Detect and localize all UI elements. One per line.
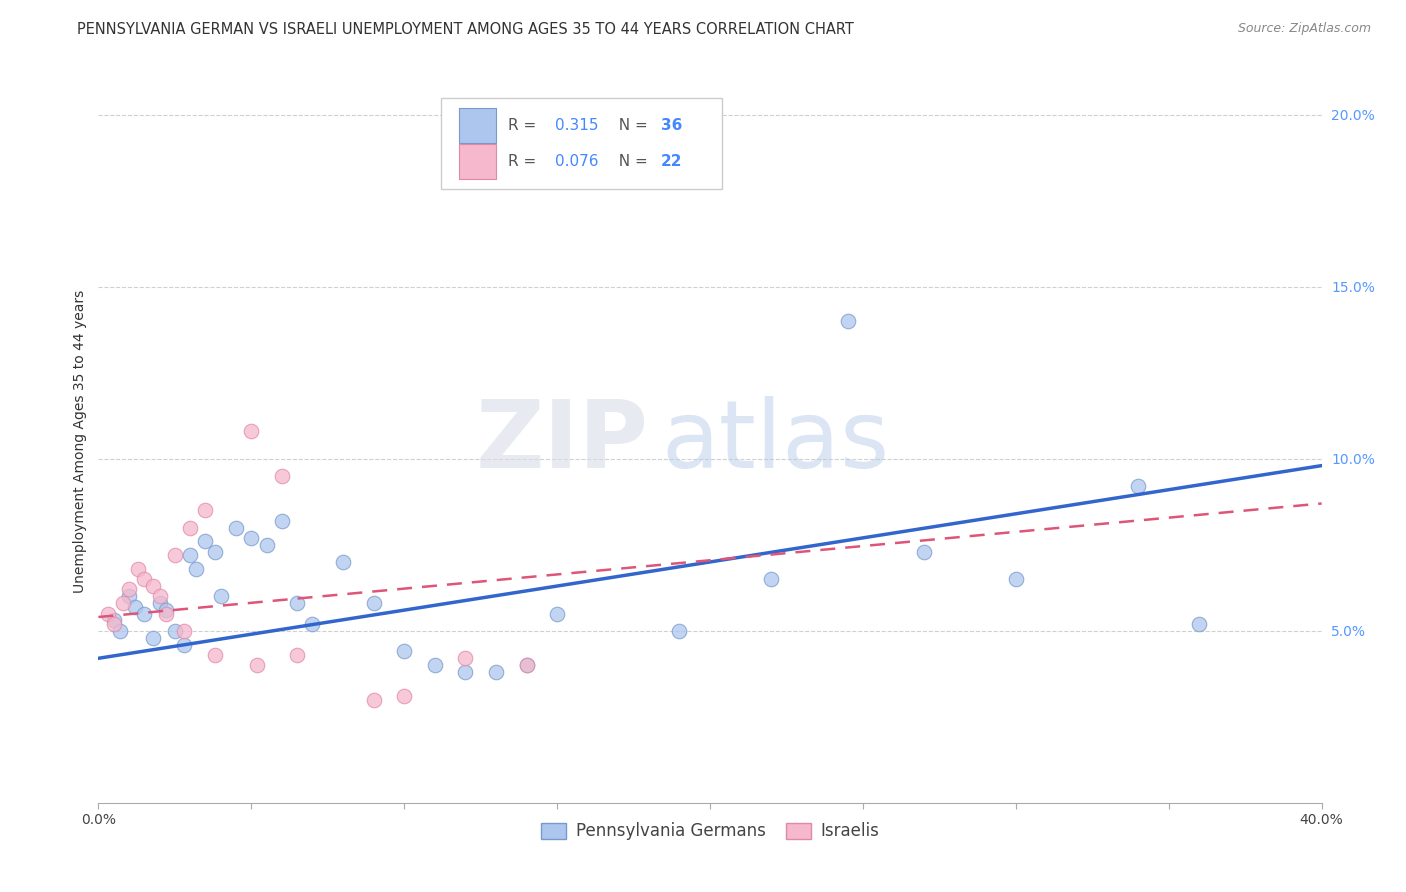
- Text: 36: 36: [661, 118, 682, 133]
- Point: [363, 596, 385, 610]
- Point: [134, 572, 156, 586]
- Point: [392, 689, 416, 703]
- Point: [1188, 616, 1211, 631]
- Point: [759, 572, 782, 586]
- Point: [103, 614, 125, 628]
- Point: [173, 638, 195, 652]
- Y-axis label: Unemployment Among Ages 35 to 44 years: Unemployment Among Ages 35 to 44 years: [73, 290, 87, 593]
- Point: [285, 596, 308, 610]
- Point: [155, 603, 177, 617]
- Point: [454, 651, 477, 665]
- Legend: Pennsylvania Germans, Israelis: Pennsylvania Germans, Israelis: [533, 814, 887, 848]
- Point: [1128, 479, 1150, 493]
- Point: [124, 599, 146, 614]
- Point: [127, 562, 149, 576]
- Point: [194, 503, 217, 517]
- Text: 0.076: 0.076: [555, 154, 598, 169]
- Point: [256, 538, 278, 552]
- Point: [270, 514, 292, 528]
- Point: [837, 314, 859, 328]
- Point: [155, 607, 177, 621]
- Point: [225, 520, 247, 534]
- FancyBboxPatch shape: [441, 98, 723, 189]
- Point: [546, 607, 568, 621]
- Point: [301, 616, 323, 631]
- Point: [108, 624, 131, 638]
- Point: [285, 648, 308, 662]
- Point: [118, 590, 141, 604]
- Text: R =: R =: [508, 118, 541, 133]
- Point: [173, 624, 195, 638]
- Bar: [460, 108, 496, 143]
- Point: [240, 424, 263, 438]
- Point: [163, 548, 186, 562]
- Text: Source: ZipAtlas.com: Source: ZipAtlas.com: [1237, 22, 1371, 36]
- Point: [149, 590, 172, 604]
- Point: [246, 658, 269, 673]
- Point: [204, 648, 226, 662]
- Text: N =: N =: [609, 118, 652, 133]
- Point: [149, 596, 172, 610]
- Point: [97, 607, 120, 621]
- Point: [163, 624, 186, 638]
- Point: [204, 544, 226, 558]
- Point: [516, 658, 538, 673]
- Text: 22: 22: [661, 154, 682, 169]
- Point: [186, 562, 208, 576]
- Text: ZIP: ZIP: [477, 395, 648, 488]
- Point: [134, 607, 156, 621]
- Point: [392, 644, 416, 658]
- Point: [179, 548, 201, 562]
- Point: [179, 520, 201, 534]
- Point: [332, 555, 354, 569]
- Bar: [460, 145, 496, 179]
- Point: [1004, 572, 1026, 586]
- Point: [454, 665, 477, 679]
- Text: N =: N =: [609, 154, 652, 169]
- Point: [103, 616, 125, 631]
- Point: [142, 579, 165, 593]
- Text: PENNSYLVANIA GERMAN VS ISRAELI UNEMPLOYMENT AMONG AGES 35 TO 44 YEARS CORRELATIO: PENNSYLVANIA GERMAN VS ISRAELI UNEMPLOYM…: [77, 22, 855, 37]
- Text: atlas: atlas: [661, 395, 890, 488]
- Point: [142, 631, 165, 645]
- Text: 0.315: 0.315: [555, 118, 598, 133]
- Point: [209, 590, 232, 604]
- Point: [912, 544, 935, 558]
- Point: [111, 596, 134, 610]
- Point: [240, 531, 263, 545]
- Point: [363, 692, 385, 706]
- Point: [270, 469, 292, 483]
- Text: R =: R =: [508, 154, 541, 169]
- Point: [485, 665, 508, 679]
- Point: [668, 624, 690, 638]
- Point: [194, 534, 217, 549]
- Point: [118, 582, 141, 597]
- Point: [516, 658, 538, 673]
- Point: [423, 658, 446, 673]
